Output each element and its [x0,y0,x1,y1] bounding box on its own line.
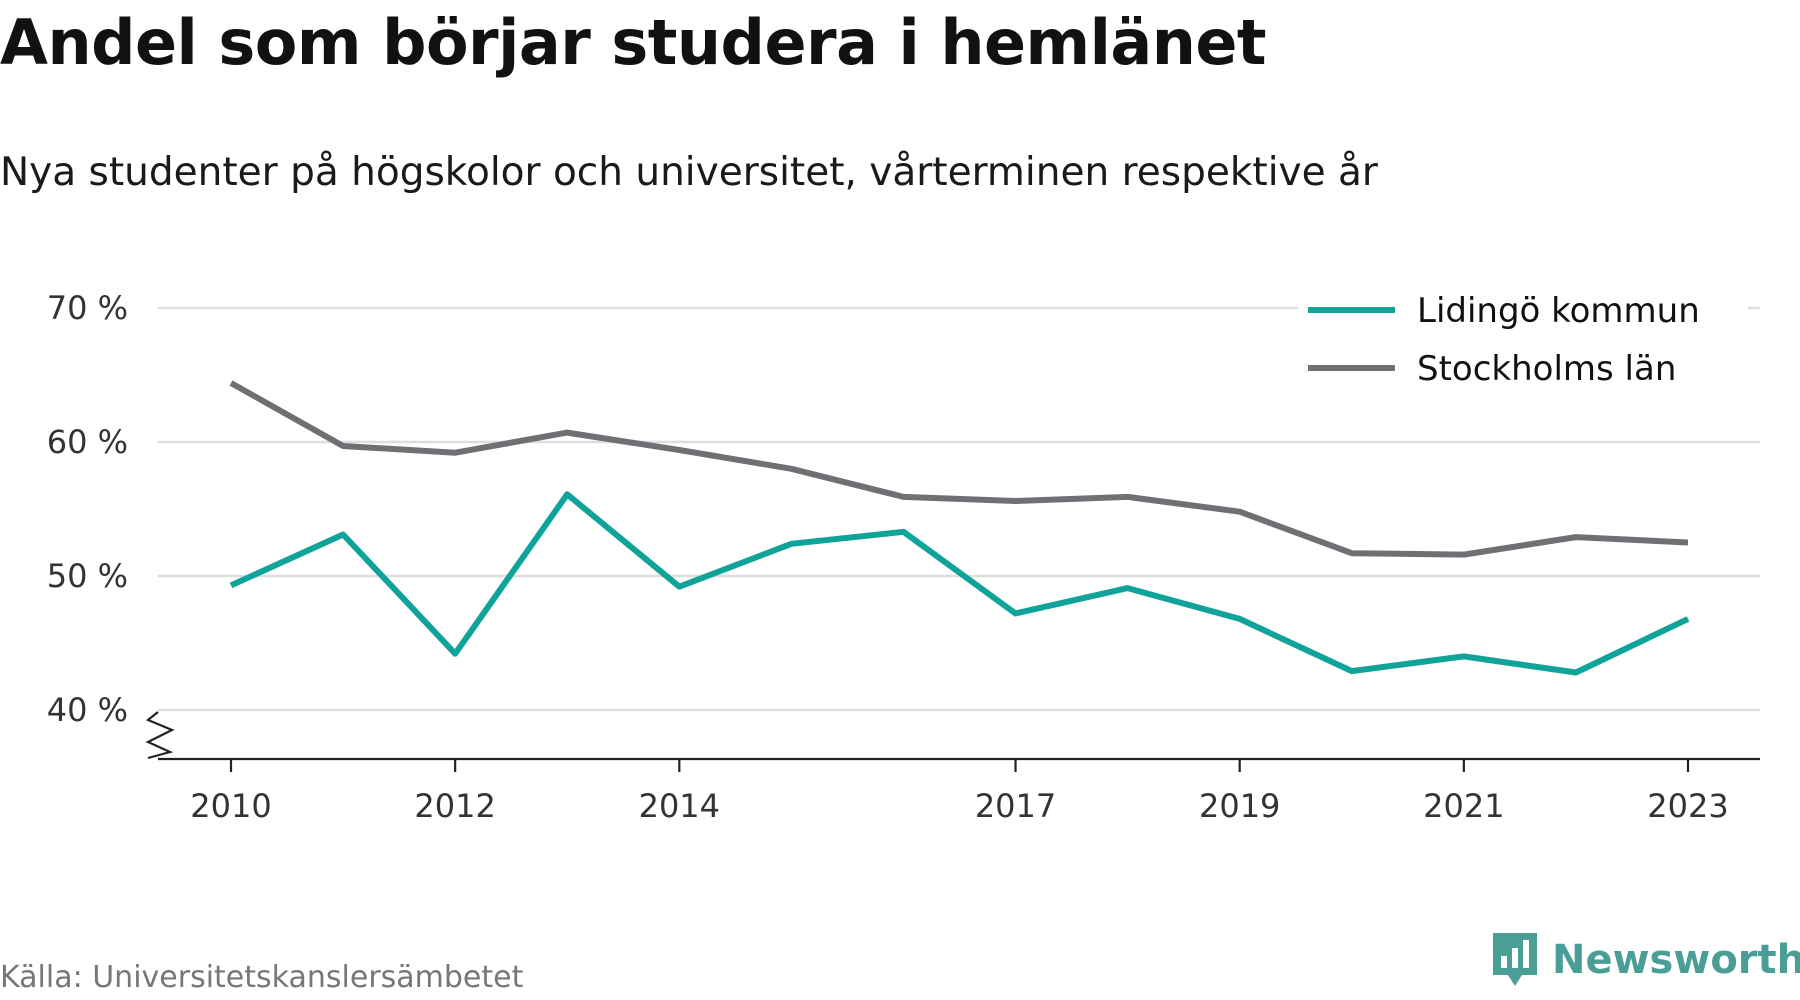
series-lines [229,380,1690,676]
x-tick-label: 2021 [1423,787,1504,825]
legend: Lidingö kommun Stockholms län [1298,286,1748,394]
y-tick-label: 60 % [47,423,128,461]
bar-chart-badge-icon [1493,933,1537,986]
y-tick-label: 40 % [47,691,128,729]
series-line-lidingo [229,491,1690,676]
newsworthy-logo: Newsworthy [1490,930,1800,990]
x-tick-label: 2010 [190,787,271,825]
y-axis-tick-labels: 40 % 50 % 60 % 70 % [47,289,128,729]
y-tick-label: 70 % [47,289,128,327]
y-tick-label: 50 % [47,557,128,595]
chart-subtitle: Nya studenter på högskolor och universit… [0,150,1378,195]
axis-break-icon [145,711,175,760]
x-tick-label: 2014 [639,787,720,825]
series-line-stockholm [229,380,1689,558]
x-tick-label: 2023 [1647,787,1728,825]
chart-title: Andel som börjar studera i hemlänet [0,6,1267,79]
x-tick-label: 2012 [414,787,495,825]
x-axis: 2010 2012 2014 2017 2019 2021 2023 [145,711,1760,825]
source-note: Källa: Universitetskanslersämbetet [0,960,524,995]
legend-label: Stockholms län [1417,349,1676,389]
legend-label: Lidingö kommun [1417,291,1700,331]
x-tick-label: 2019 [1199,787,1280,825]
x-tick-label: 2017 [975,787,1056,825]
logo-wordmark: Newsworthy [1552,937,1800,983]
